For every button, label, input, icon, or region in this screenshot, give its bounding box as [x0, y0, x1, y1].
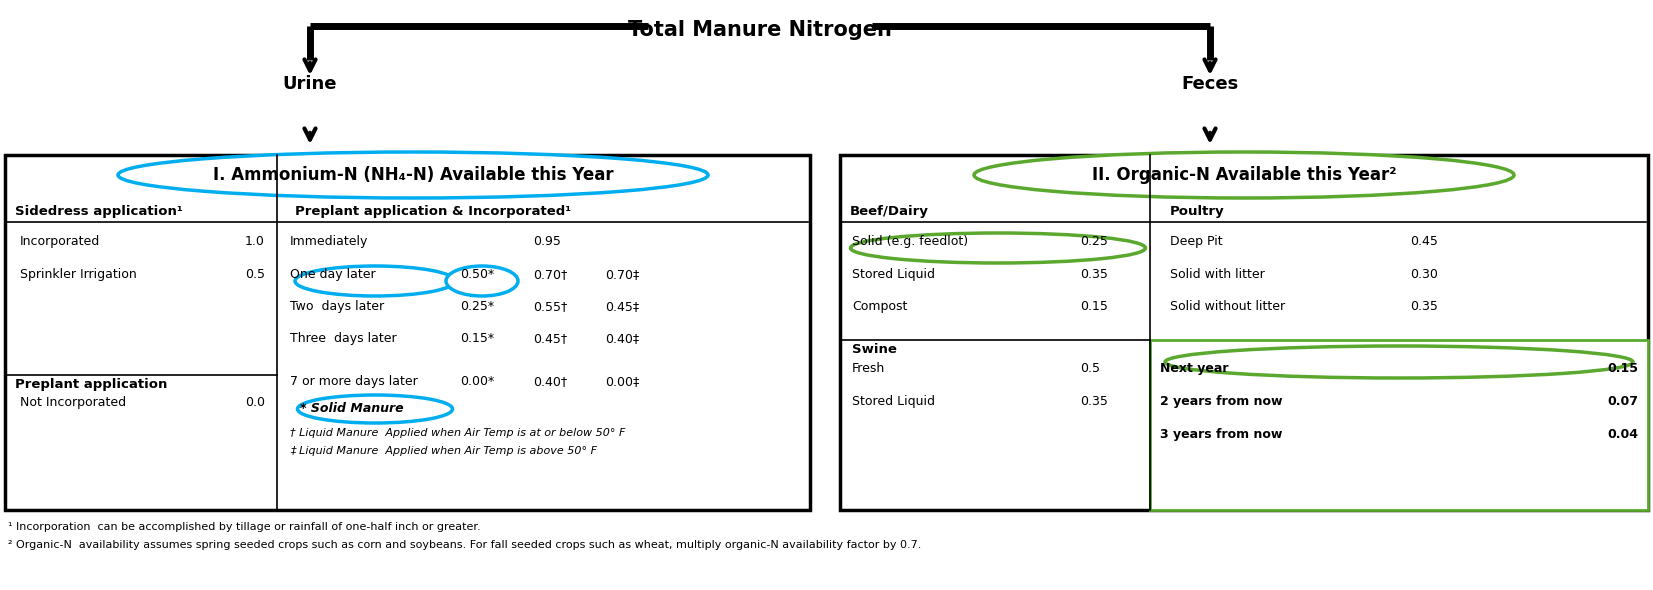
Text: One day later: One day later	[289, 268, 375, 281]
Text: Solid with litter: Solid with litter	[1170, 268, 1265, 281]
Text: 7 or more days later: 7 or more days later	[289, 375, 418, 388]
Text: Two  days later: Two days later	[289, 300, 383, 313]
Text: 0.04: 0.04	[1607, 428, 1638, 441]
Text: Deep Pit: Deep Pit	[1170, 235, 1223, 248]
Text: * Solid Manure: * Solid Manure	[299, 402, 403, 415]
Text: Urine: Urine	[283, 75, 337, 93]
Bar	[840, 155, 1648, 510]
Text: Sidedress application¹: Sidedress application¹	[15, 205, 183, 218]
Text: 0.5: 0.5	[245, 268, 264, 281]
Ellipse shape	[117, 152, 707, 198]
Text: Total Manure Nitrogen: Total Manure Nitrogen	[628, 20, 893, 40]
Text: 0.25: 0.25	[1079, 235, 1108, 248]
Text: Swine: Swine	[851, 343, 898, 356]
Text: Next year: Next year	[1160, 362, 1228, 375]
Ellipse shape	[974, 152, 1514, 198]
Text: 0.30: 0.30	[1410, 268, 1438, 281]
Text: Sprinkler Irrigation: Sprinkler Irrigation	[20, 268, 137, 281]
Text: 0.07: 0.07	[1607, 395, 1638, 408]
Text: 2 years from now: 2 years from now	[1160, 395, 1283, 408]
Bar	[1150, 340, 1648, 510]
Text: 0.70‡: 0.70‡	[605, 268, 640, 281]
Text: Solid without litter: Solid without litter	[1170, 300, 1284, 313]
Text: 0.0: 0.0	[245, 396, 264, 409]
Ellipse shape	[851, 233, 1146, 263]
Ellipse shape	[294, 266, 455, 296]
Text: Stored Liquid: Stored Liquid	[851, 268, 936, 281]
Text: Poultry: Poultry	[1170, 205, 1225, 218]
Text: 0.40†: 0.40†	[532, 375, 567, 388]
Text: Not Incorporated: Not Incorporated	[20, 396, 126, 409]
Text: 1.0: 1.0	[245, 235, 264, 248]
Ellipse shape	[298, 395, 453, 423]
Text: Fresh: Fresh	[851, 362, 886, 375]
Text: ² Organic-N  availability assumes spring seeded crops such as corn and soybeans.: ² Organic-N availability assumes spring …	[8, 540, 921, 550]
Text: Immediately: Immediately	[289, 235, 369, 248]
Text: 0.70†: 0.70†	[532, 268, 567, 281]
Text: II. Organic-N Available this Year²: II. Organic-N Available this Year²	[1091, 166, 1397, 184]
Text: I. Ammonium-N (NH₄-N) Available this Year: I. Ammonium-N (NH₄-N) Available this Yea…	[213, 166, 613, 184]
Text: Incorporated: Incorporated	[20, 235, 101, 248]
Text: Feces: Feces	[1182, 75, 1238, 93]
Text: ¹ Incorporation  can be accomplished by tillage or rainfall of one-half inch or : ¹ Incorporation can be accomplished by t…	[8, 522, 481, 532]
Ellipse shape	[446, 266, 517, 296]
Text: 0.95: 0.95	[532, 235, 560, 248]
Text: 0.00‡: 0.00‡	[605, 375, 640, 388]
Text: 0.00*: 0.00*	[460, 375, 494, 388]
Text: 0.5: 0.5	[1079, 362, 1099, 375]
Text: Three  days later: Three days later	[289, 332, 397, 345]
Text: Stored Liquid: Stored Liquid	[851, 395, 936, 408]
Text: † Liquid Manure  Applied when Air Temp is at or below 50° F: † Liquid Manure Applied when Air Temp is…	[289, 428, 625, 438]
Text: 3 years from now: 3 years from now	[1160, 428, 1283, 441]
Text: 0.40‡: 0.40‡	[605, 332, 640, 345]
Text: Solid (e.g. feedlot): Solid (e.g. feedlot)	[851, 235, 969, 248]
Text: Compost: Compost	[851, 300, 907, 313]
Text: 0.45†: 0.45†	[532, 332, 567, 345]
Text: 0.45: 0.45	[1410, 235, 1438, 248]
Text: 0.25*: 0.25*	[460, 300, 494, 313]
Text: 0.35: 0.35	[1079, 395, 1108, 408]
Text: 0.35: 0.35	[1410, 300, 1438, 313]
Text: Beef/Dairy: Beef/Dairy	[850, 205, 929, 218]
Text: Preplant application & Incorporated¹: Preplant application & Incorporated¹	[294, 205, 572, 218]
Text: 0.45‡: 0.45‡	[605, 300, 640, 313]
Text: 0.15: 0.15	[1079, 300, 1108, 313]
Text: Preplant application: Preplant application	[15, 378, 167, 391]
Text: 0.35: 0.35	[1079, 268, 1108, 281]
Text: ‡ Liquid Manure  Applied when Air Temp is above 50° F: ‡ Liquid Manure Applied when Air Temp is…	[289, 446, 597, 456]
Text: 0.15*: 0.15*	[460, 332, 494, 345]
Text: 0.55†: 0.55†	[532, 300, 567, 313]
Bar	[5, 155, 810, 510]
Text: 0.15: 0.15	[1607, 362, 1638, 375]
Ellipse shape	[1165, 346, 1633, 378]
Text: 0.50*: 0.50*	[460, 268, 494, 281]
